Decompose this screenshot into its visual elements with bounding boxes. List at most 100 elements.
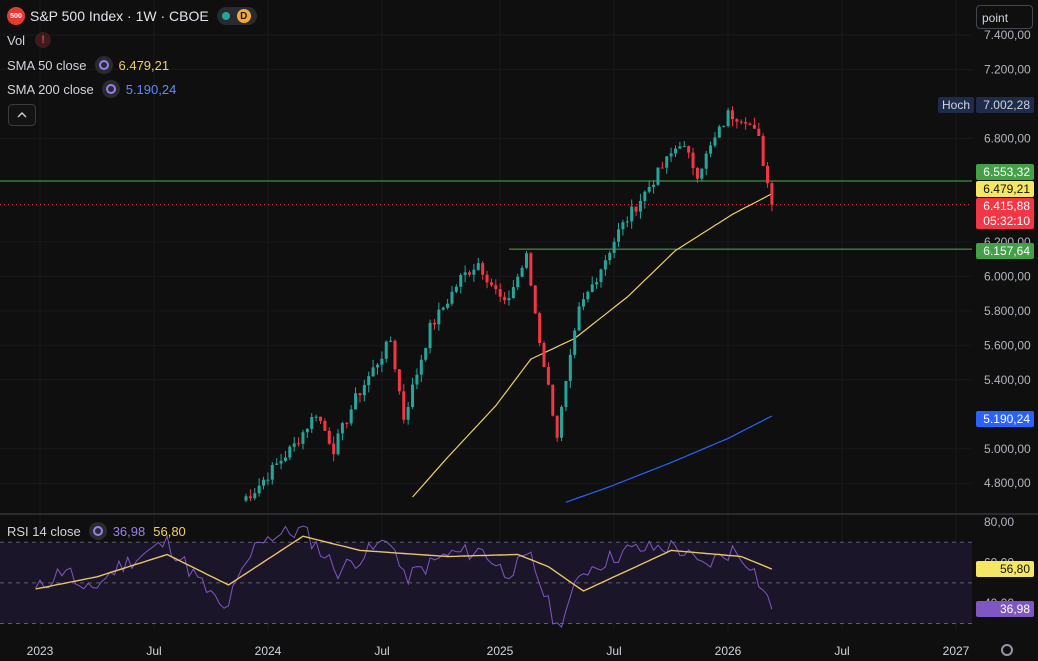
rsi-value: 36,98: [112, 523, 146, 539]
price-tick-label: 5.800,00: [984, 304, 1031, 318]
symbol-title[interactable]: S&P 500 Index · 1W · CBOE: [30, 8, 209, 24]
candle-body: [485, 274, 489, 283]
header-title-row: 500 S&P 500 Index · 1W · CBOE D: [7, 7, 257, 25]
candle-body: [503, 296, 507, 301]
candle-body: [472, 269, 476, 275]
price-tick-label: 7.200,00: [984, 62, 1031, 76]
price-scale-mode-button[interactable]: point: [976, 5, 1033, 29]
warning-icon[interactable]: !: [35, 32, 52, 48]
candle-body: [625, 221, 629, 223]
candle-body: [709, 145, 713, 154]
indicator-settings-icon[interactable]: [94, 56, 113, 74]
candle-body: [674, 148, 678, 154]
candle-body: [305, 428, 309, 433]
vol-legend[interactable]: Vol !: [7, 32, 52, 48]
sma200-value: 5.190,24: [125, 81, 177, 97]
candle-body: [406, 406, 410, 420]
candle-body: [700, 168, 704, 179]
delayed-data-badge: D: [236, 9, 251, 23]
price-tick-label: 6.800,00: [984, 131, 1031, 145]
candle-body: [498, 289, 502, 297]
sma50-legend[interactable]: SMA 50 close 6.479,21: [7, 56, 169, 74]
candle-body: [546, 367, 550, 385]
candle-body: [617, 229, 621, 242]
candle-body: [349, 409, 353, 424]
candle-body: [358, 393, 362, 396]
candle-body: [288, 446, 292, 458]
candle-body: [695, 168, 699, 179]
indicator-settings-icon[interactable]: [88, 522, 107, 540]
candle-body: [516, 276, 520, 288]
candle-body: [770, 183, 774, 205]
indicator-settings-icon[interactable]: [101, 80, 120, 98]
candle-body: [652, 184, 656, 187]
rsi-label: RSI 14 close: [7, 523, 81, 539]
candle-body: [682, 146, 686, 148]
candle-body: [424, 348, 428, 360]
candle-body: [244, 496, 248, 501]
candle-body: [419, 359, 423, 375]
candle-body: [603, 260, 607, 270]
candle-body: [595, 282, 599, 285]
candle-body: [432, 322, 436, 325]
chevron-up-icon: [17, 112, 27, 118]
candle-body: [437, 309, 441, 325]
candle-body: [292, 443, 296, 447]
candle-body: [507, 298, 511, 301]
candle-body: [704, 153, 708, 169]
time-tick-label: Jul: [606, 644, 621, 658]
time-tick-label: 2027: [943, 644, 970, 658]
rsi-legend[interactable]: RSI 14 close 36,98 56,80: [7, 522, 186, 540]
candle-body: [389, 340, 393, 342]
rsi-value-tag: 36,98: [976, 601, 1034, 617]
candle-body: [266, 479, 270, 481]
candle-body: [446, 303, 450, 308]
candle-body: [301, 432, 305, 444]
candle-body: [248, 496, 252, 499]
time-tick-label: 2024: [255, 644, 282, 658]
candle-body: [371, 367, 375, 377]
candle-body: [468, 272, 472, 275]
candle-body: [647, 186, 651, 192]
candle-body: [257, 485, 261, 494]
sma200-legend[interactable]: SMA 200 close 5.190,24: [7, 80, 176, 98]
candle-body: [634, 206, 638, 212]
chart-settings-gear-icon[interactable]: [1001, 644, 1013, 656]
candle-body: [630, 206, 634, 222]
candle-body: [599, 269, 603, 283]
candle-body: [332, 443, 336, 455]
candle-body: [744, 121, 748, 124]
candle-body: [608, 252, 612, 261]
candle-body: [665, 156, 669, 168]
candle-body: [402, 391, 406, 420]
last-price-tag: 6.415,88: [976, 198, 1034, 214]
candle-body: [375, 364, 379, 368]
candle-body: [362, 385, 366, 396]
collapse-legend-button[interactable]: [8, 104, 36, 126]
candle-body: [384, 341, 388, 359]
sma50-label: SMA 50 close: [7, 57, 87, 73]
sma50-value: 6.479,21: [118, 57, 170, 73]
candle-body: [354, 393, 358, 410]
candle-body: [275, 463, 279, 465]
candle-body: [586, 291, 590, 300]
candle-body: [380, 358, 384, 365]
price-tick-label: 4.800,00: [984, 476, 1031, 490]
candle-body: [393, 340, 397, 370]
candle-body: [722, 125, 726, 127]
candle-body: [279, 460, 283, 464]
candle-body: [542, 342, 546, 368]
market-status-pill[interactable]: D: [216, 7, 257, 25]
candle-body: [397, 369, 401, 392]
candle-body: [739, 121, 743, 123]
price-tick-label: 5.000,00: [984, 442, 1031, 456]
candle-body: [297, 443, 301, 445]
candle-body: [481, 263, 485, 275]
candle-body: [310, 417, 314, 429]
candle-body: [494, 285, 498, 290]
candle-body: [568, 354, 572, 381]
candle-body: [520, 267, 524, 277]
rsi-tick-label: 80,00: [984, 515, 1014, 529]
candle-body: [643, 191, 647, 201]
